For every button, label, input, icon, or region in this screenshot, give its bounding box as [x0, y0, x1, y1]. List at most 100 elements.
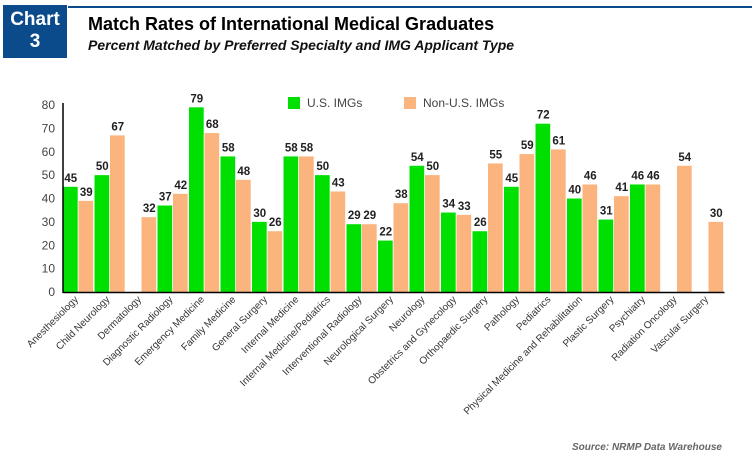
bar — [141, 217, 157, 292]
header-rule — [68, 6, 752, 8]
bar — [645, 184, 661, 292]
bar — [409, 165, 425, 292]
data-label: 58 — [300, 142, 313, 154]
data-label: 31 — [600, 206, 613, 218]
data-label: 59 — [521, 140, 534, 152]
y-tick-label: 10 — [42, 262, 56, 276]
data-label: 37 — [159, 192, 172, 204]
bar — [110, 135, 125, 292]
bar — [614, 196, 629, 292]
x-tick-label: Internal Medicine — [240, 294, 302, 356]
bar — [283, 156, 299, 292]
bar — [78, 200, 94, 292]
data-label: 29 — [348, 210, 361, 222]
data-label: 50 — [426, 161, 439, 173]
data-label: 45 — [64, 173, 77, 185]
bar — [94, 175, 110, 292]
data-label: 30 — [710, 208, 723, 220]
bar — [708, 221, 724, 292]
y-tick-label: 80 — [42, 98, 56, 112]
data-label: 61 — [552, 135, 565, 147]
data-label: 68 — [206, 119, 219, 131]
data-label: 55 — [489, 149, 502, 161]
data-label: 26 — [474, 217, 487, 229]
chart-number-badge: Chart 3 — [3, 5, 67, 58]
data-label: 72 — [537, 110, 550, 122]
data-label: 46 — [647, 170, 660, 182]
legend-swatch — [288, 97, 300, 109]
y-tick-label: 30 — [42, 215, 56, 229]
bar — [551, 149, 566, 292]
data-label: 50 — [96, 161, 109, 173]
bar — [173, 193, 188, 292]
data-label: 46 — [584, 170, 597, 182]
data-label: 22 — [379, 227, 392, 239]
data-label: 46 — [631, 170, 644, 182]
bar — [393, 203, 409, 292]
bar — [252, 221, 267, 292]
data-label: 43 — [332, 177, 345, 189]
bar — [519, 154, 535, 292]
bar — [63, 186, 78, 292]
data-label: 67 — [111, 121, 124, 133]
data-label: 30 — [253, 208, 266, 220]
bar — [456, 214, 472, 292]
chart-title: Match Rates of International Medical Gra… — [88, 14, 495, 34]
bar — [362, 224, 377, 292]
badge-number: 3 — [29, 31, 41, 52]
data-label: 29 — [363, 210, 376, 222]
y-tick-label: 50 — [42, 168, 56, 182]
data-label: 41 — [615, 182, 628, 194]
legend-swatch — [404, 97, 416, 109]
data-label: 50 — [316, 161, 329, 173]
data-label: 54 — [411, 152, 424, 164]
bar — [330, 191, 346, 292]
bar — [488, 163, 503, 292]
bar — [425, 175, 440, 292]
legend-label: Non-U.S. IMGs — [423, 96, 504, 110]
x-tick-label: Physical Medicine and Rehabilitation — [462, 294, 585, 417]
bar — [157, 205, 173, 292]
legend-label: U.S. IMGs — [307, 96, 362, 110]
x-tick-label: Vascular Surgery — [649, 294, 710, 355]
data-label: 58 — [285, 142, 298, 154]
bar — [189, 107, 204, 293]
bar — [504, 186, 519, 292]
data-label: 48 — [237, 166, 250, 178]
y-tick-label: 40 — [42, 192, 56, 206]
bar — [204, 133, 220, 292]
y-tick-label: 60 — [42, 145, 56, 159]
data-label: 42 — [174, 180, 187, 192]
bar — [378, 240, 393, 292]
badge-label: Chart — [10, 9, 60, 30]
x-tick-label: Family Medicine — [180, 294, 239, 353]
data-label: 40 — [568, 185, 581, 197]
y-tick-label: 70 — [42, 121, 56, 135]
data-label: 34 — [442, 199, 455, 211]
bar — [472, 231, 488, 292]
bar — [236, 179, 251, 292]
bar — [567, 198, 582, 292]
bar — [598, 219, 614, 292]
data-label: 32 — [143, 203, 156, 215]
bar — [630, 184, 645, 292]
source-note: Source: NRMP Data Warehouse — [571, 442, 722, 453]
y-tick-label: 0 — [48, 285, 55, 299]
x-tick-label: General Surgery — [210, 294, 270, 354]
data-label: 54 — [678, 152, 691, 164]
bar — [315, 175, 330, 292]
bar — [267, 231, 283, 292]
data-label: 58 — [222, 142, 235, 154]
bar — [220, 156, 236, 292]
bar — [441, 212, 456, 292]
data-label: 79 — [190, 93, 203, 105]
bar — [346, 224, 362, 292]
bar — [535, 123, 551, 292]
data-label: 26 — [269, 217, 282, 229]
data-label: 38 — [395, 189, 408, 201]
data-label: 39 — [80, 187, 93, 199]
bar — [582, 184, 598, 292]
chart-subtitle: Percent Matched by Preferred Specialty a… — [88, 37, 515, 53]
